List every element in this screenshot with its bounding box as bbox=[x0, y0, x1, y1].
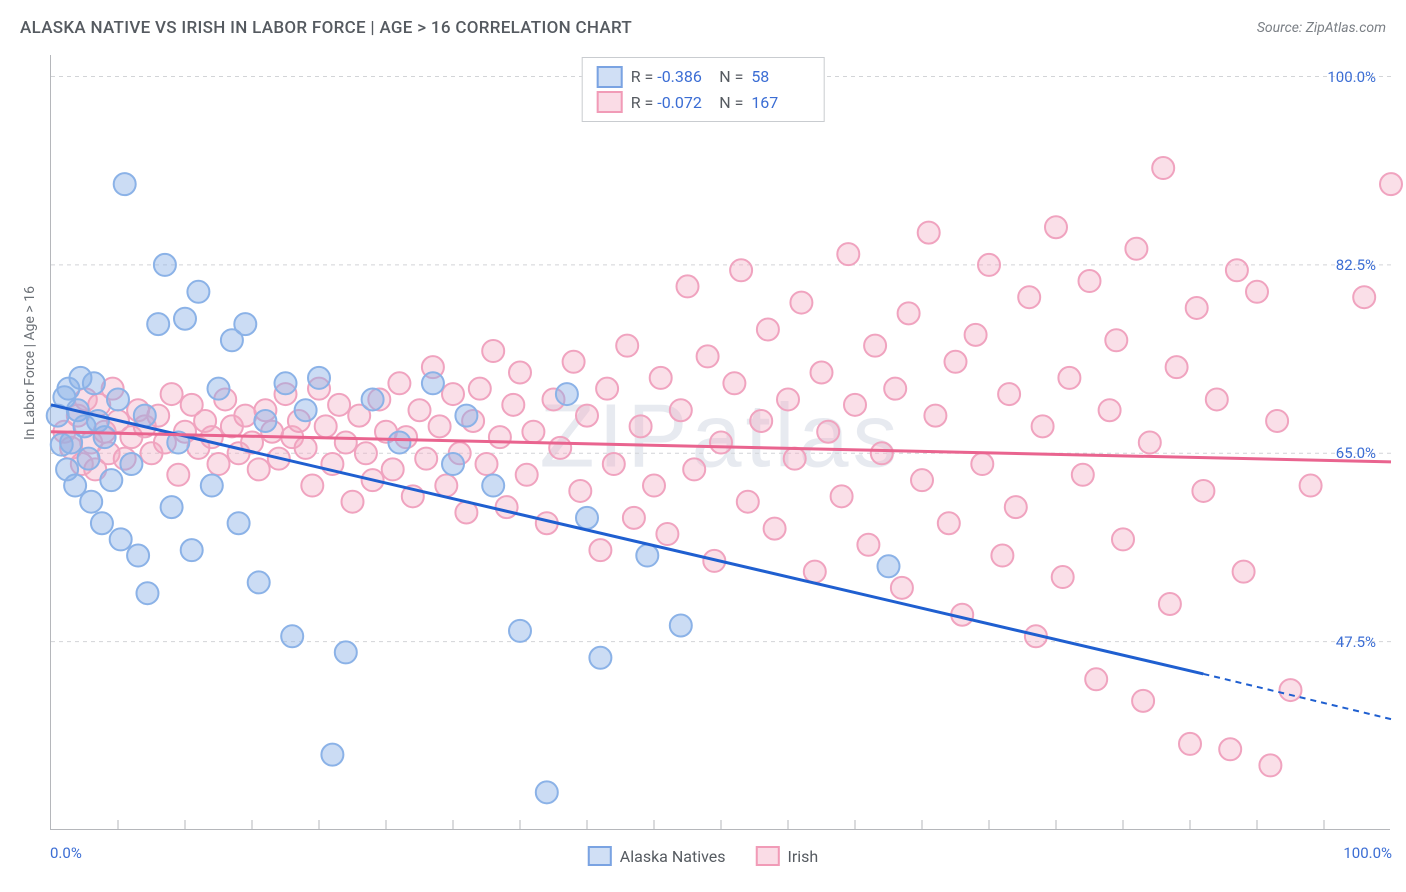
chart-plot-area: ZIPatlas 47.5%65.0%82.5%100.0% bbox=[50, 55, 1390, 830]
legend-stats: R = -0.072 N = 167 bbox=[631, 90, 806, 116]
y-tick-label: 47.5% bbox=[1336, 633, 1376, 651]
chart-header: ALASKA NATIVE VS IRISH IN LABOR FORCE | … bbox=[20, 18, 1386, 46]
legend-swatch bbox=[597, 66, 623, 88]
scatter-svg bbox=[51, 55, 1390, 829]
x-tick-label: 100.0% bbox=[1343, 844, 1392, 862]
x-tick-label: 0.0% bbox=[50, 844, 82, 862]
series-legend-item: Irish bbox=[755, 846, 818, 866]
series-legend-label: Irish bbox=[787, 847, 818, 866]
series-legend-item: Alaska Natives bbox=[588, 846, 726, 866]
correlation-legend: R = -0.386 N = 58R = -0.072 N = 167 bbox=[582, 57, 825, 122]
series-legend-label: Alaska Natives bbox=[620, 847, 726, 866]
y-axis-label: In Labor Force | Age > 16 bbox=[22, 286, 38, 440]
source-attribution: Source: ZipAtlas.com bbox=[1257, 20, 1386, 36]
y-tick-label: 100.0% bbox=[1327, 68, 1376, 86]
legend-row: R = -0.072 N = 167 bbox=[597, 90, 806, 116]
chart-title: ALASKA NATIVE VS IRISH IN LABOR FORCE | … bbox=[20, 18, 632, 38]
legend-row: R = -0.386 N = 58 bbox=[597, 64, 806, 90]
series-legend: Alaska Natives Irish bbox=[588, 846, 818, 866]
legend-swatch bbox=[597, 91, 623, 113]
legend-stats: R = -0.386 N = 58 bbox=[631, 64, 806, 90]
y-tick-label: 65.0% bbox=[1336, 444, 1376, 462]
y-tick-label: 82.5% bbox=[1336, 256, 1376, 274]
legend-swatch bbox=[588, 846, 612, 866]
legend-swatch bbox=[755, 846, 779, 866]
